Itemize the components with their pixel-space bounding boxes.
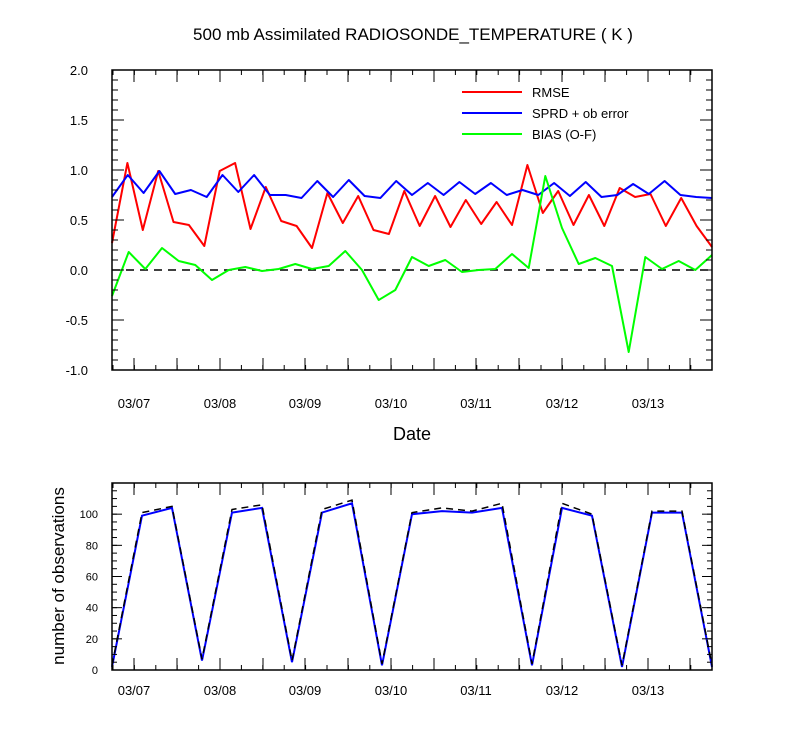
legend-label: SPRD + ob error	[532, 106, 629, 121]
y-tick-label: 40	[86, 603, 98, 615]
x-tick-label: 03/12	[546, 683, 579, 698]
legend-label: RMSE	[532, 85, 570, 100]
y-tick-label: 80	[86, 540, 98, 552]
observations-line-solid	[111, 502, 713, 668]
y-tick-label: 60	[86, 572, 98, 584]
legend-label: BIAS (O-F)	[532, 127, 596, 142]
x-tick-label: 03/07	[118, 683, 151, 698]
y-tick-label: 1.0	[70, 163, 88, 178]
y-tick-label: -0.5	[66, 313, 88, 328]
series-line-sprd-ob-error	[111, 170, 713, 199]
x-tick-label: 03/13	[632, 683, 665, 698]
x-tick-label: 03/13	[632, 396, 665, 411]
y-tick-label: 0	[92, 665, 98, 677]
x-tick-label: 03/09	[289, 683, 322, 698]
x-axis-label: Date	[393, 424, 431, 444]
chart-title: 500 mb Assimilated RADIOSONDE_TEMPERATUR…	[193, 25, 633, 44]
x-tick-label: 03/10	[375, 396, 408, 411]
series-line-bias-o-f-	[111, 175, 713, 353]
observations-line-dashed	[111, 499, 713, 666]
x-tick-label: 03/08	[204, 683, 237, 698]
y-tick-label: 100	[80, 509, 98, 521]
series-line-rmse	[111, 162, 713, 249]
y-tick-label: 20	[86, 634, 98, 646]
y-tick-label: 1.5	[70, 113, 88, 128]
legend: RMSE SPRD + ob error BIAS (O-F)	[462, 85, 629, 142]
x-tick-label: 03/10	[375, 683, 408, 698]
y-tick-label: -1.0	[66, 363, 88, 378]
y-tick-label: 2.0	[70, 63, 88, 78]
bottom-plot-frame	[111, 482, 713, 671]
y-tick-label: 0.5	[70, 213, 88, 228]
x-tick-label: 03/09	[289, 396, 322, 411]
x-tick-label: 03/12	[546, 396, 579, 411]
y-tick-label: 0.0	[70, 263, 88, 278]
bottom-plot-panel: 0 20 40 60 80 100 03/07 03/08 03/09 03/10 03/11 03/…	[80, 482, 713, 698]
x-tick-label: 03/07	[118, 396, 151, 411]
y-axis-label-observations: number of observations	[49, 487, 68, 665]
top-plot-panel: -1.0 -0.5 0.0 0.5 1.0 1.5 2.0 03/07 03/08 03/09 03…	[66, 63, 713, 411]
x-tick-label: 03/11	[460, 396, 492, 411]
x-tick-label: 03/08	[204, 396, 237, 411]
x-tick-label: 03/11	[460, 683, 492, 698]
